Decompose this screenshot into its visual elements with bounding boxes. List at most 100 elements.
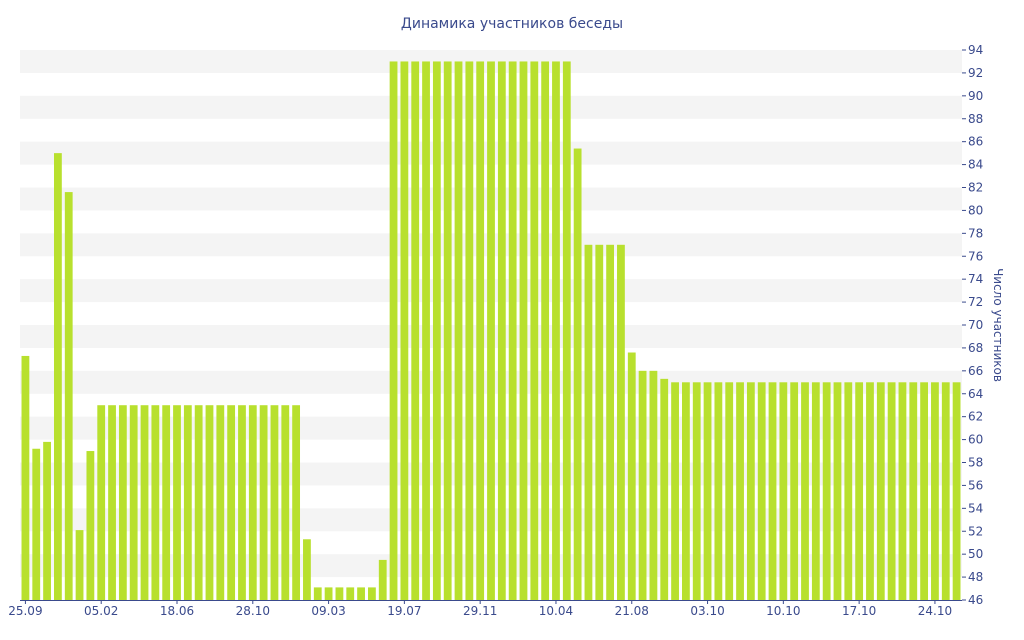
bar <box>703 382 712 600</box>
bar <box>866 382 874 600</box>
bar <box>833 382 842 600</box>
bar <box>757 382 766 600</box>
bar <box>443 61 452 600</box>
bar <box>790 382 799 600</box>
bar <box>920 382 929 600</box>
bar <box>941 382 950 600</box>
grid-band <box>20 50 962 73</box>
bar <box>248 405 257 600</box>
bar <box>21 355 30 600</box>
bar <box>692 382 701 600</box>
bar <box>270 405 279 600</box>
bar <box>595 244 604 601</box>
y-tick-label: 72 <box>968 295 983 309</box>
bar <box>183 405 192 600</box>
bar <box>97 405 106 600</box>
bar <box>205 405 214 600</box>
bar <box>454 61 463 600</box>
x-tick-label: 17.10 <box>842 604 876 618</box>
bar <box>541 61 550 600</box>
y-tick-label: 58 <box>968 456 983 470</box>
y-tick-label: 56 <box>968 478 983 492</box>
bar <box>227 405 236 600</box>
x-tick-label: 21.08 <box>615 604 649 618</box>
bar <box>357 587 365 600</box>
x-tick-label: 05.02 <box>84 604 118 618</box>
bar <box>43 441 51 600</box>
y-tick-label: 80 <box>968 203 983 217</box>
bar <box>324 587 333 600</box>
y-tick-label: 50 <box>968 547 983 561</box>
y-tick-label: 88 <box>968 112 983 126</box>
bar <box>638 370 647 600</box>
y-tick-label: 54 <box>968 501 983 515</box>
chart-title: Динамика участников беседы <box>401 16 623 32</box>
x-tick-label: 09.03 <box>311 604 345 618</box>
y-tick-label: 86 <box>968 135 983 149</box>
y-tick-label: 84 <box>968 158 983 172</box>
bar <box>64 192 73 600</box>
bar <box>660 378 669 600</box>
y-tick-label: 68 <box>968 341 983 355</box>
bar <box>368 587 376 600</box>
bar <box>118 405 127 600</box>
x-tick-label: 28.10 <box>236 604 270 618</box>
bar <box>465 61 474 600</box>
y-ticks: 46 48 50 52 54 56 58 60 62 64 66 68 70 72 74 76 78 80 82 84… <box>962 43 983 607</box>
bar <box>649 370 658 600</box>
bar <box>519 61 528 600</box>
bar <box>768 382 777 600</box>
y-tick-label: 70 <box>968 318 983 332</box>
bar <box>140 405 149 600</box>
x-tick-label: 10.10 <box>766 604 800 618</box>
bar <box>292 405 301 600</box>
bar <box>779 382 788 600</box>
bar <box>855 382 864 600</box>
bar <box>378 559 387 600</box>
bar <box>584 244 593 601</box>
bar <box>173 405 181 600</box>
x-tick-label: 03.10 <box>690 604 724 618</box>
bar <box>876 382 885 600</box>
bar <box>281 405 290 600</box>
bar <box>151 405 160 600</box>
x-tick-label: 29.11 <box>463 604 497 618</box>
bar <box>259 405 268 600</box>
y-tick-label: 90 <box>968 89 983 103</box>
x-ticks: 25.09 05.02 18.06 28.10 09.03 19.07 29.11 10.04… <box>8 600 962 618</box>
x-tick-label: 18.06 <box>160 604 194 618</box>
bar <box>497 61 506 600</box>
bar <box>746 382 755 600</box>
bar <box>617 244 625 601</box>
bar <box>682 382 690 600</box>
y-tick-label: 62 <box>968 410 983 424</box>
bar <box>303 539 311 600</box>
y-tick-label: 76 <box>968 249 983 263</box>
bar <box>422 61 430 600</box>
bar <box>476 61 485 600</box>
bar <box>75 530 84 600</box>
bar <box>811 382 820 600</box>
y-tick-label: 46 <box>968 593 983 607</box>
y-tick-label: 66 <box>968 364 983 378</box>
bar <box>216 405 225 600</box>
bar <box>671 382 679 600</box>
bar <box>725 382 734 600</box>
bar <box>508 61 517 600</box>
bar <box>108 405 116 600</box>
bar <box>129 405 138 600</box>
y-tick-label: 78 <box>968 226 983 240</box>
bar <box>313 587 322 600</box>
bar <box>898 382 907 600</box>
bar <box>335 587 344 600</box>
x-tick-label: 10.04 <box>539 604 573 618</box>
y-axis-label: Число участников <box>991 268 1005 382</box>
y-tick-label: 74 <box>968 272 983 286</box>
bar <box>238 405 246 600</box>
bar <box>801 382 809 600</box>
bar <box>844 382 853 600</box>
bar <box>931 382 939 600</box>
y-tick-label: 48 <box>968 570 983 584</box>
